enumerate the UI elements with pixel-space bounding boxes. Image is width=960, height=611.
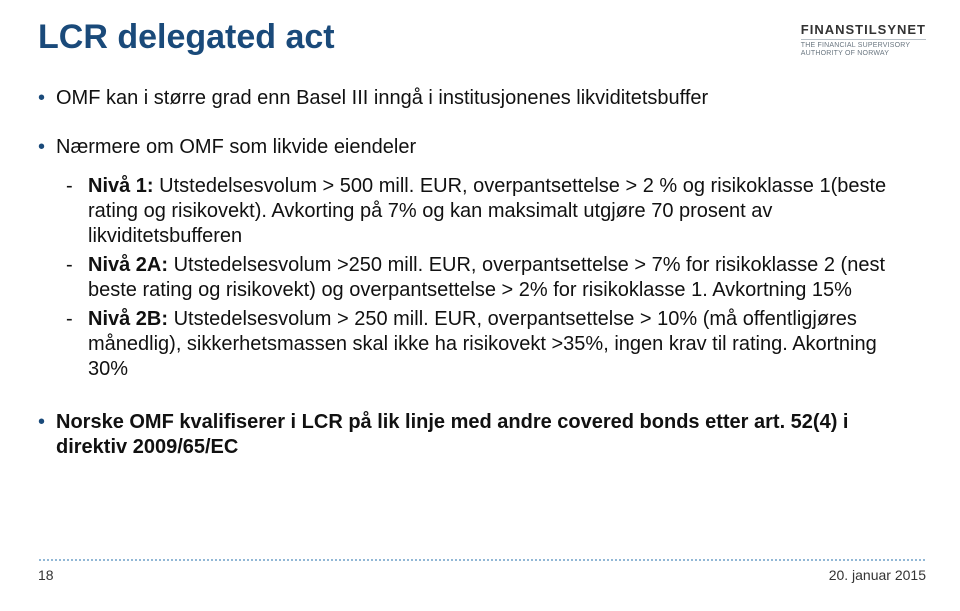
- bullet-dot-icon: •: [38, 86, 56, 111]
- bullet-dot-icon: •: [38, 135, 56, 160]
- logo: FINANSTILSYNET THE FINANCIAL SUPERVISORY…: [801, 22, 926, 57]
- dash-icon: -: [66, 307, 88, 382]
- sub1-rest: Utstedelsesvolum > 500 mill. EUR, overpa…: [88, 175, 886, 247]
- content: • OMF kan i større grad enn Basel III in…: [38, 86, 918, 474]
- slide: LCR delegated act FINANSTILSYNET THE FIN…: [0, 0, 960, 611]
- spacer: [38, 125, 918, 135]
- logo-sub-line1: THE FINANCIAL SUPERVISORY: [801, 42, 911, 49]
- bullet-1: • OMF kan i større grad enn Basel III in…: [38, 86, 918, 111]
- bullet-2-text: Nærmere om OMF som likvide eiendeler: [56, 135, 918, 160]
- sub-bullet-1: - Nivå 1: Utstedelsesvolum > 500 mill. E…: [66, 174, 918, 249]
- sub2-bold: Nivå 2A:: [88, 254, 168, 276]
- sub2-rest: Utstedelsesvolum >250 mill. EUR, overpan…: [88, 254, 885, 301]
- dash-icon: -: [66, 253, 88, 303]
- sub-bullet-2: - Nivå 2A: Utstedelsesvolum >250 mill. E…: [66, 253, 918, 303]
- dotted-separator: [38, 559, 926, 561]
- bullet-2: • Nærmere om OMF som likvide eiendeler: [38, 135, 918, 160]
- logo-sub: THE FINANCIAL SUPERVISORY AUTHORITY OF N…: [801, 39, 926, 57]
- sub-bullet-1-text: Nivå 1: Utstedelsesvolum > 500 mill. EUR…: [88, 174, 918, 249]
- bullet-1-text: OMF kan i større grad enn Basel III inng…: [56, 86, 918, 111]
- sub-bullet-3-text: Nivå 2B: Utstedelsesvolum > 250 mill. EU…: [88, 307, 918, 382]
- bullet-3: • Norske OMF kvalifiserer i LCR på lik l…: [38, 410, 918, 460]
- logo-main: FINANSTILSYNET: [801, 22, 926, 37]
- sub-bullet-2-text: Nivå 2A: Utstedelsesvolum >250 mill. EUR…: [88, 253, 918, 303]
- bullet-3-text: Norske OMF kvalifiserer i LCR på lik lin…: [56, 410, 918, 460]
- page-number: 18: [38, 567, 54, 583]
- sub3-rest: Utstedelsesvolum > 250 mill. EUR, overpa…: [88, 308, 877, 380]
- footer-date: 20. januar 2015: [829, 567, 926, 583]
- slide-title: LCR delegated act: [38, 18, 335, 57]
- sub1-bold: Nivå 1:: [88, 175, 154, 197]
- sub-bullet-3: - Nivå 2B: Utstedelsesvolum > 250 mill. …: [66, 307, 918, 382]
- logo-sub-line2: AUTHORITY OF NORWAY: [801, 50, 889, 57]
- sub3-bold: Nivå 2B:: [88, 308, 168, 330]
- spacer: [38, 386, 918, 410]
- dash-icon: -: [66, 174, 88, 249]
- bullet-dot-icon: •: [38, 410, 56, 460]
